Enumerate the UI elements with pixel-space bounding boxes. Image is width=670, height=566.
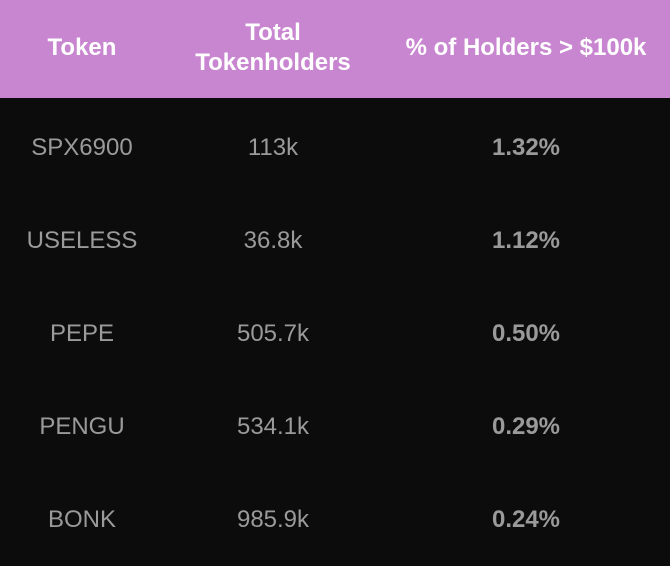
table-cell: PEPE [49, 319, 115, 347]
table-cell: 534.1k [236, 412, 310, 440]
table-cell: 113k [247, 133, 299, 161]
header-cell: Total Tokenholders [195, 19, 351, 76]
table-cell: 0.29% [491, 412, 561, 440]
table-cell: USELESS [26, 226, 138, 254]
table-cell: 1.12% [491, 226, 561, 254]
table-cell: 985.9k [236, 505, 310, 533]
table-cell: 0.50% [491, 319, 561, 347]
table-cell: BONK [47, 505, 116, 533]
table-cell: 505.7k [236, 319, 310, 347]
table-cell: PENGU [39, 412, 125, 440]
table-cell: 0.24% [491, 505, 561, 533]
table-cell: SPX6900 [31, 133, 133, 161]
header-cell: Token [47, 34, 117, 61]
table-cell: 1.32% [491, 133, 561, 161]
header-cell: % of Holders > $100k [405, 34, 647, 61]
header-row [0, 0, 670, 98]
table-cell: 36.8k [243, 226, 303, 254]
